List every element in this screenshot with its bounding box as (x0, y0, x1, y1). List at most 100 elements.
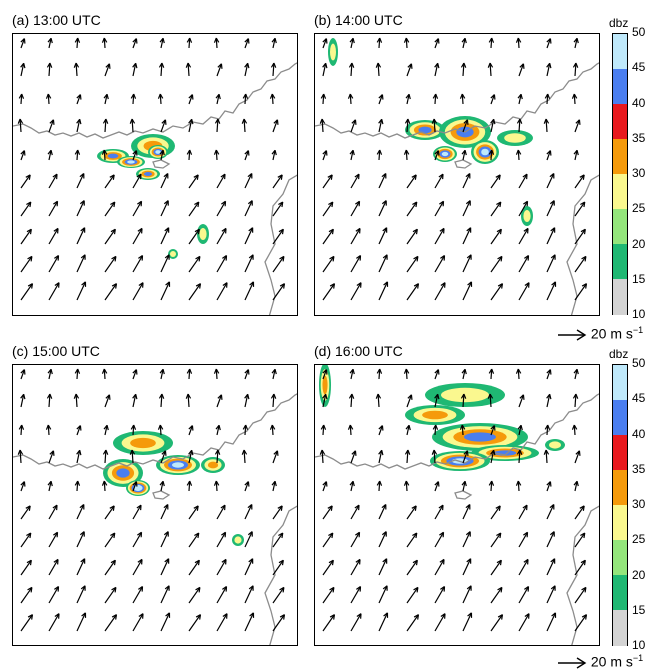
wind-arrow (462, 227, 472, 245)
wind-arrow (244, 150, 250, 161)
wind-arrow (546, 504, 555, 520)
colorbar-tick-label: 50 (632, 356, 646, 370)
wind-arrow (378, 200, 387, 217)
wind-arrow (132, 586, 144, 604)
wind-arrow (188, 283, 202, 301)
wind-arrow (574, 255, 587, 273)
wind-arrow (573, 368, 579, 380)
reflectivity-patch (207, 461, 219, 469)
coastline-c (13, 393, 297, 645)
wind-arrow (543, 449, 550, 464)
wind-arrow (434, 62, 440, 77)
wind-arrow (434, 558, 445, 576)
wind-arrow (462, 254, 472, 273)
wind-arrow (517, 424, 523, 436)
colorbar-segment (613, 34, 627, 70)
colorbar-top (612, 33, 628, 315)
wind-arrow (48, 531, 59, 548)
wind-arrow (434, 531, 445, 548)
wind-arrow (76, 449, 82, 464)
coastline-segment (264, 174, 297, 315)
wind-arrow (244, 481, 250, 492)
wind-arrow (490, 118, 496, 133)
reflectivity-patch (170, 251, 176, 257)
wind-arrow (132, 200, 143, 217)
wind-arrow (375, 62, 382, 77)
wind-arrow (378, 254, 388, 273)
wind-arrow (322, 62, 328, 77)
wind-arrow (244, 585, 254, 604)
coastline-segment (152, 159, 171, 169)
wind-arrow (434, 369, 440, 380)
wind-arrow (160, 585, 170, 604)
colorbar-segment (613, 244, 627, 280)
wind-arrow (20, 369, 26, 380)
colorbar-segment (613, 174, 627, 210)
wind-arrow (322, 586, 335, 604)
wind-arrow (462, 119, 469, 133)
wind-arrow (376, 368, 383, 380)
wind-arrow (490, 532, 502, 548)
wind-arrow (462, 612, 473, 632)
wind-arrow (574, 559, 586, 576)
wind-arrow (518, 255, 530, 273)
wind-arrow (188, 532, 200, 548)
wind-arrow (406, 174, 417, 189)
colorbar-tick-label: 50 (632, 25, 646, 39)
wind-arrow (462, 450, 469, 464)
wind-arrow (434, 173, 444, 189)
wind-arrow (76, 612, 87, 632)
wind-arrow (160, 531, 169, 548)
wind-arrow (375, 393, 382, 408)
wind-arrow (518, 394, 525, 408)
wind-arrow (319, 449, 326, 464)
wind-arrow (216, 558, 227, 576)
coastline-segment (566, 174, 599, 315)
wind-arrow (461, 149, 467, 161)
wind-arrow (216, 227, 227, 245)
wind-arrow (462, 531, 471, 548)
wind-arrow (216, 504, 226, 520)
wind-arrow (47, 368, 53, 380)
wind-arrow (490, 228, 502, 245)
wind-arrow (348, 393, 355, 408)
reflectivity-patch (135, 486, 141, 490)
reference-vector-top: 20 m s−1 (557, 325, 643, 342)
wind-arrow (516, 118, 523, 133)
wind-arrow (48, 613, 60, 632)
wind-arrow (48, 119, 55, 133)
wind-arrow (214, 118, 221, 133)
wind-arrow (132, 227, 143, 245)
wind-arrow (461, 368, 467, 380)
wind-arrow (378, 227, 388, 245)
wind-arrow (571, 424, 578, 436)
wind-arrow (18, 93, 25, 105)
wind-arrow (378, 281, 389, 301)
wind-arrow (186, 149, 193, 161)
wind-arrow (129, 449, 136, 464)
wind-arrow (213, 149, 220, 161)
wind-arrow (406, 228, 418, 245)
wind-arrow (76, 227, 86, 245)
wind-arrow (434, 38, 440, 49)
wind-arrow (405, 424, 411, 436)
wind-arrow (322, 614, 336, 632)
coastline-segment (13, 62, 297, 139)
wind-arrow (244, 612, 255, 632)
reflectivity-patch (330, 43, 336, 61)
wind-arrow (272, 559, 284, 576)
wind-arrow (460, 393, 467, 408)
wind-arrow (132, 62, 138, 77)
map-panel-b (314, 33, 600, 316)
wind-arrow (20, 38, 26, 49)
wind-arrow (74, 480, 81, 492)
wind-arrow (159, 480, 165, 492)
wind-arrow (378, 585, 388, 604)
wind-arrow (488, 149, 495, 161)
wind-arrow (159, 37, 165, 49)
reflectivity-patch (504, 133, 526, 143)
wind-arrow (515, 149, 522, 161)
wind-arrow (272, 505, 283, 520)
wind-arrow (487, 393, 494, 408)
wind-arrow (490, 94, 496, 105)
